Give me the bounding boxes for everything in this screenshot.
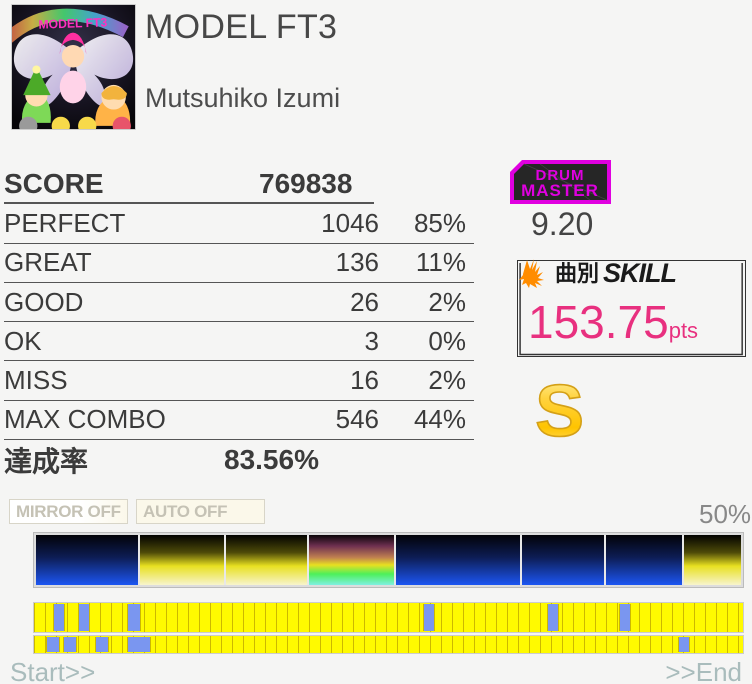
svg-text:SKILL: SKILL [603,258,676,288]
svg-text:曲別: 曲別 [555,261,599,286]
svg-text:S: S [535,380,584,448]
svg-text:MODEL FT3: MODEL FT3 [38,15,107,31]
svg-text:MASTER: MASTER [521,181,599,200]
